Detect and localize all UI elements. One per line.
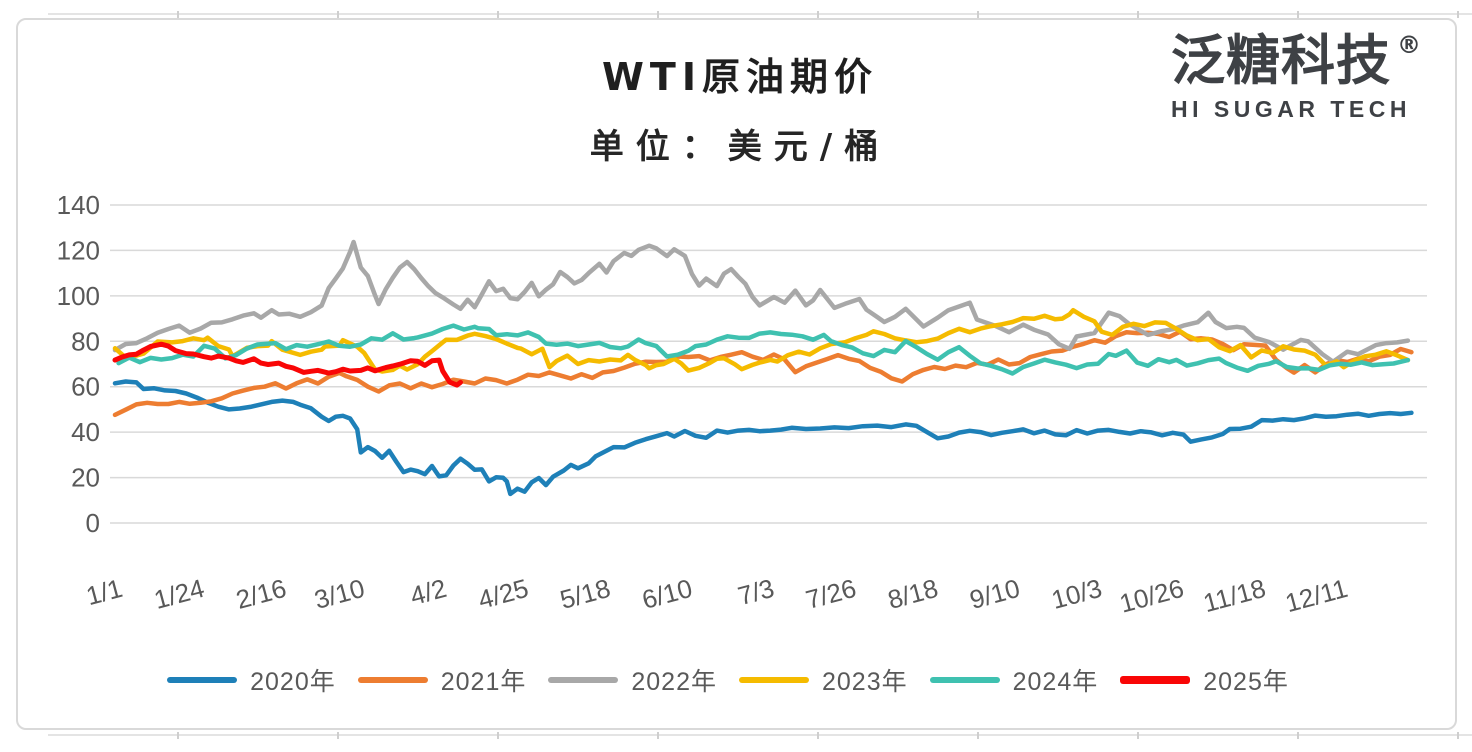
legend-label: 2021年 <box>440 668 527 696</box>
x-axis-tick-label: 3/10 <box>311 573 368 615</box>
spreadsheet-column-tick <box>1297 11 1299 18</box>
logo-en-text: HI SUGAR TECH <box>1171 96 1411 122</box>
spreadsheet-column-tick <box>1137 732 1139 739</box>
legend-swatch <box>1120 676 1191 684</box>
legend-item-2024年: 2024年 <box>929 662 1099 698</box>
x-axis-tick-label: 8/18 <box>885 573 942 615</box>
spreadsheet-column-tick <box>497 11 499 18</box>
spreadsheet-column-tick <box>977 11 979 18</box>
legend-label: 2020年 <box>250 668 336 696</box>
y-axis-tick-label: 80 <box>71 326 100 356</box>
x-axis-tick-label: 11/18 <box>1200 573 1269 618</box>
chart-unit-label: 单位：美元/桶 <box>589 127 891 167</box>
y-axis-tick-label: 120 <box>57 235 100 265</box>
spreadsheet-gridline-top <box>48 13 1472 15</box>
spreadsheet-column-tick <box>1297 732 1299 739</box>
legend-label: 2024年 <box>1012 668 1099 696</box>
spreadsheet-column-tick <box>1457 732 1459 739</box>
chart-legend: 2020年 2021年 2022年 2023年 2024年 2025年 <box>8 658 1448 702</box>
x-axis-tick-label: 4/2 <box>407 573 450 611</box>
series-line-2025年 <box>112 341 463 388</box>
x-axis-tick-label: 6/10 <box>639 573 696 615</box>
x-axis-tick-label: 7/3 <box>735 573 778 611</box>
spreadsheet-gridline-bottom <box>48 734 1472 736</box>
x-axis-tick-label: 10/3 <box>1048 573 1105 615</box>
spreadsheet-column-tick <box>1457 11 1459 18</box>
x-axis-tick-label: 7/26 <box>803 573 860 615</box>
y-axis-tick-label: 20 <box>71 463 100 493</box>
spreadsheet-column-tick <box>817 732 819 739</box>
x-axis-tick-label: 12/11 <box>1282 573 1351 618</box>
x-axis-tick-label: 1/24 <box>151 573 208 615</box>
chart-title: WTI原油期价 <box>602 55 878 99</box>
legend-swatch <box>548 677 619 683</box>
series-line-2023年 <box>112 307 1411 374</box>
hi-sugar-tech-logo: 泛糖科技 ® HI SUGAR TECH <box>1171 33 1421 123</box>
spreadsheet-column-tick <box>177 732 179 739</box>
x-axis-tick-label: 10/26 <box>1116 573 1187 619</box>
y-axis-tick-label: 140 <box>57 190 100 220</box>
legend-label: 2022年 <box>631 668 717 696</box>
spreadsheet-column-tick <box>817 11 819 18</box>
logo-cn-text: 泛糖科技 <box>1171 29 1391 92</box>
legend-item-2025年: 2025年 <box>1120 662 1289 698</box>
spreadsheet-column-tick <box>337 732 339 739</box>
spreadsheet-column-tick <box>1137 11 1139 18</box>
series-line-2024年 <box>116 323 1411 376</box>
legend-label: 2025年 <box>1203 668 1289 696</box>
series-line-2021年 <box>112 329 1414 418</box>
x-axis-tick-label: 4/25 <box>475 573 532 615</box>
y-axis-tick-label: 40 <box>71 417 100 447</box>
legend-label: 2023年 <box>822 668 908 696</box>
spreadsheet-column-tick <box>657 732 659 739</box>
legend-swatch <box>357 677 428 683</box>
legend-swatch <box>167 677 238 683</box>
legend-item-2020年: 2020年 <box>167 662 336 698</box>
legend-swatch <box>739 677 809 683</box>
x-axis-tick-label: 5/18 <box>557 573 614 615</box>
y-axis-tick-label: 100 <box>57 281 100 311</box>
spreadsheet-column-tick <box>977 732 979 739</box>
y-axis-tick-label: 60 <box>71 372 100 402</box>
y-axis-tick-label: 0 <box>86 508 100 538</box>
x-axis-tick-label: 2/16 <box>233 573 290 615</box>
spreadsheet-column-tick <box>177 11 179 18</box>
spreadsheet-column-tick <box>497 732 499 739</box>
registered-trademark-icon: ® <box>1397 31 1422 59</box>
spreadsheet-column-tick <box>337 11 339 18</box>
x-axis-tick-label: 9/10 <box>966 573 1023 615</box>
x-axis-tick-label: 1/1 <box>83 573 126 611</box>
spreadsheet-column-tick <box>657 11 659 18</box>
legend-item-2022年: 2022年 <box>548 662 717 698</box>
series-line-2022年 <box>112 239 1411 364</box>
series-line-2020年 <box>112 379 1414 497</box>
legend-item-2021年: 2021年 <box>357 662 527 698</box>
legend-item-2023年: 2023年 <box>739 662 908 698</box>
legend-swatch <box>929 677 1000 683</box>
